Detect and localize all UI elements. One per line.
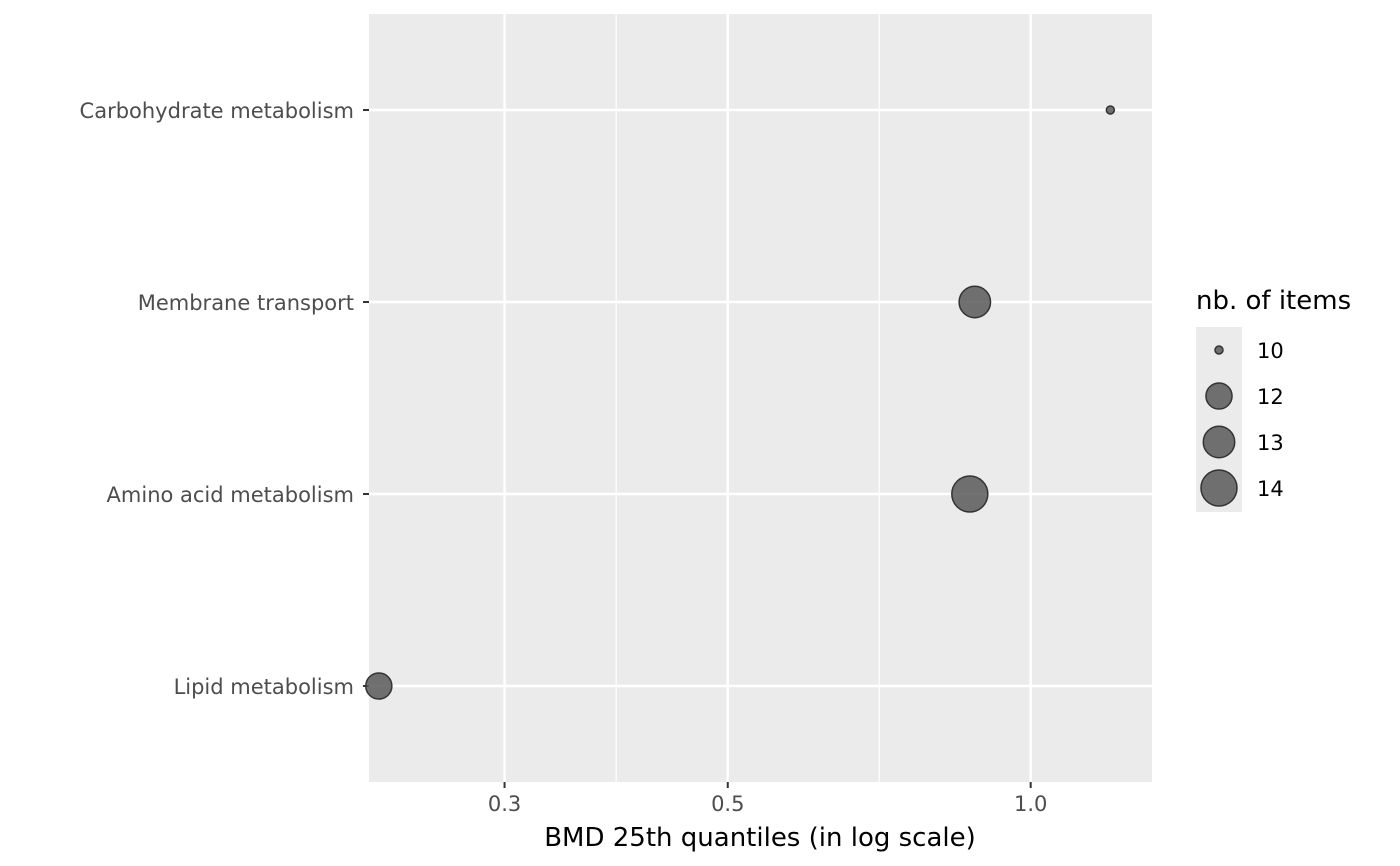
legend-title: nb. of items — [1196, 286, 1351, 316]
plot-panel — [369, 14, 1152, 782]
y-tick-label: Membrane transport — [138, 291, 354, 315]
size-legend: nb. of items 10 12 13 14 — [1196, 286, 1351, 512]
y-axis: Carbohydrate metabolism Membrane transpor… — [80, 99, 369, 699]
legend-label: 13 — [1257, 431, 1284, 455]
x-tick-label: 0.3 — [488, 792, 521, 816]
data-point — [958, 285, 992, 319]
data-points — [365, 105, 1116, 700]
x-axis: 0.3 0.5 1.0 — [488, 782, 1047, 816]
y-tick-label: Lipid metabolism — [174, 675, 354, 699]
legend-label: 12 — [1257, 385, 1284, 409]
y-tick-label: Carbohydrate metabolism — [80, 99, 354, 123]
legend-key — [1200, 469, 1238, 507]
legend-key — [1202, 425, 1236, 459]
legend-label: 14 — [1257, 477, 1284, 501]
legend-key — [1214, 345, 1224, 355]
x-tick-label: 0.5 — [711, 792, 744, 816]
grid-lines — [369, 14, 1152, 782]
y-tick-label: Amino acid metabolism — [107, 483, 354, 507]
data-point — [365, 672, 393, 700]
data-point — [951, 475, 989, 513]
legend-label: 10 — [1257, 339, 1284, 363]
legend-key — [1205, 382, 1233, 410]
x-tick-label: 1.0 — [1014, 792, 1047, 816]
x-axis-title: BMD 25th quantiles (in log scale) — [544, 823, 976, 853]
data-point — [1105, 105, 1116, 115]
